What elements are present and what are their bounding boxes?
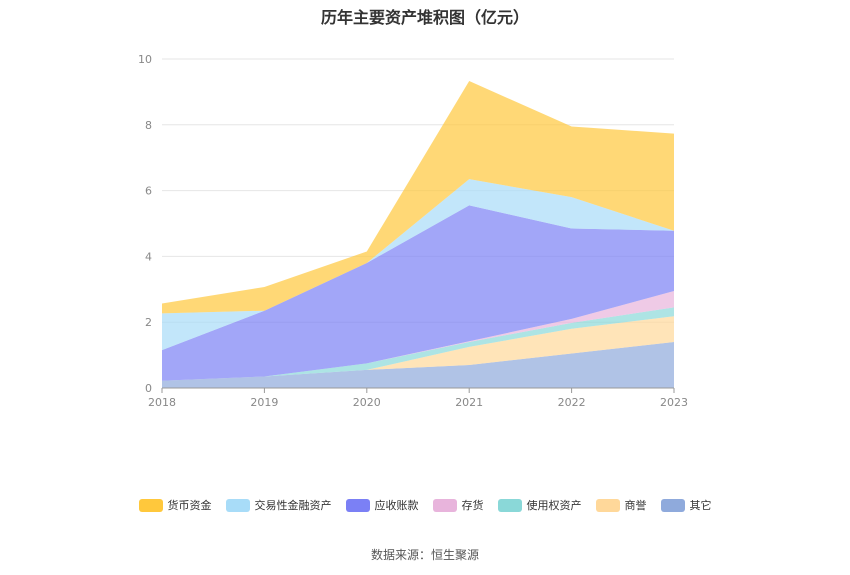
legend-item[interactable]: 其它: [660, 497, 712, 513]
legend-label: 交易性金融资产: [254, 499, 332, 512]
legend-swatch: [497, 498, 522, 512]
legend: 货币资金 交易性金融资产 应收账款 存货 使用权资产 商誉 其它: [0, 497, 850, 513]
legend-item[interactable]: 应收账款: [345, 497, 419, 513]
y-tick-label: 2: [145, 316, 152, 329]
data-source-note: 数据来源：恒生聚源: [370, 548, 479, 562]
x-tick-label: 2023: [660, 396, 688, 409]
legend-label: 存货: [461, 499, 484, 512]
legend-swatch: [432, 498, 457, 512]
y-tick-label: 8: [145, 119, 152, 132]
legend-label: 货币资金: [167, 499, 212, 512]
legend-swatch: [595, 498, 620, 512]
legend-item[interactable]: 商誉: [595, 497, 647, 513]
legend-label: 使用权资产: [526, 499, 582, 512]
legend-swatch: [660, 498, 685, 512]
x-tick-label: 2020: [353, 396, 381, 409]
legend-item[interactable]: 交易性金融资产: [225, 497, 332, 513]
x-tick-label: 2021: [455, 396, 483, 409]
y-tick-label: 6: [145, 185, 152, 198]
legend-label: 其它: [689, 499, 712, 512]
legend-label: 应收账款: [374, 499, 419, 512]
legend-item[interactable]: 存货: [432, 497, 484, 513]
area-series-5[interactable]: [162, 179, 674, 351]
legend-swatch: [345, 498, 370, 512]
area-series-1[interactable]: [162, 316, 674, 381]
legend-label: 商誉: [624, 499, 647, 512]
legend-swatch: [225, 498, 250, 512]
legend-item[interactable]: 使用权资产: [497, 497, 582, 513]
x-tick-label: 2018: [148, 396, 176, 409]
area-series-0[interactable]: [162, 341, 674, 388]
y-tick-label: 10: [138, 53, 152, 66]
y-tick-label: 4: [145, 250, 152, 263]
chart-title: 历年主要资产堆积图（亿元）: [320, 8, 529, 27]
y-tick-label: 0: [145, 382, 152, 395]
area-series-4[interactable]: [162, 205, 674, 381]
x-tick-label: 2022: [558, 396, 586, 409]
area-series-6[interactable]: [162, 81, 674, 314]
legend-swatch: [138, 498, 163, 512]
x-tick-label: 2019: [250, 396, 278, 409]
legend-item[interactable]: 货币资金: [138, 497, 212, 513]
